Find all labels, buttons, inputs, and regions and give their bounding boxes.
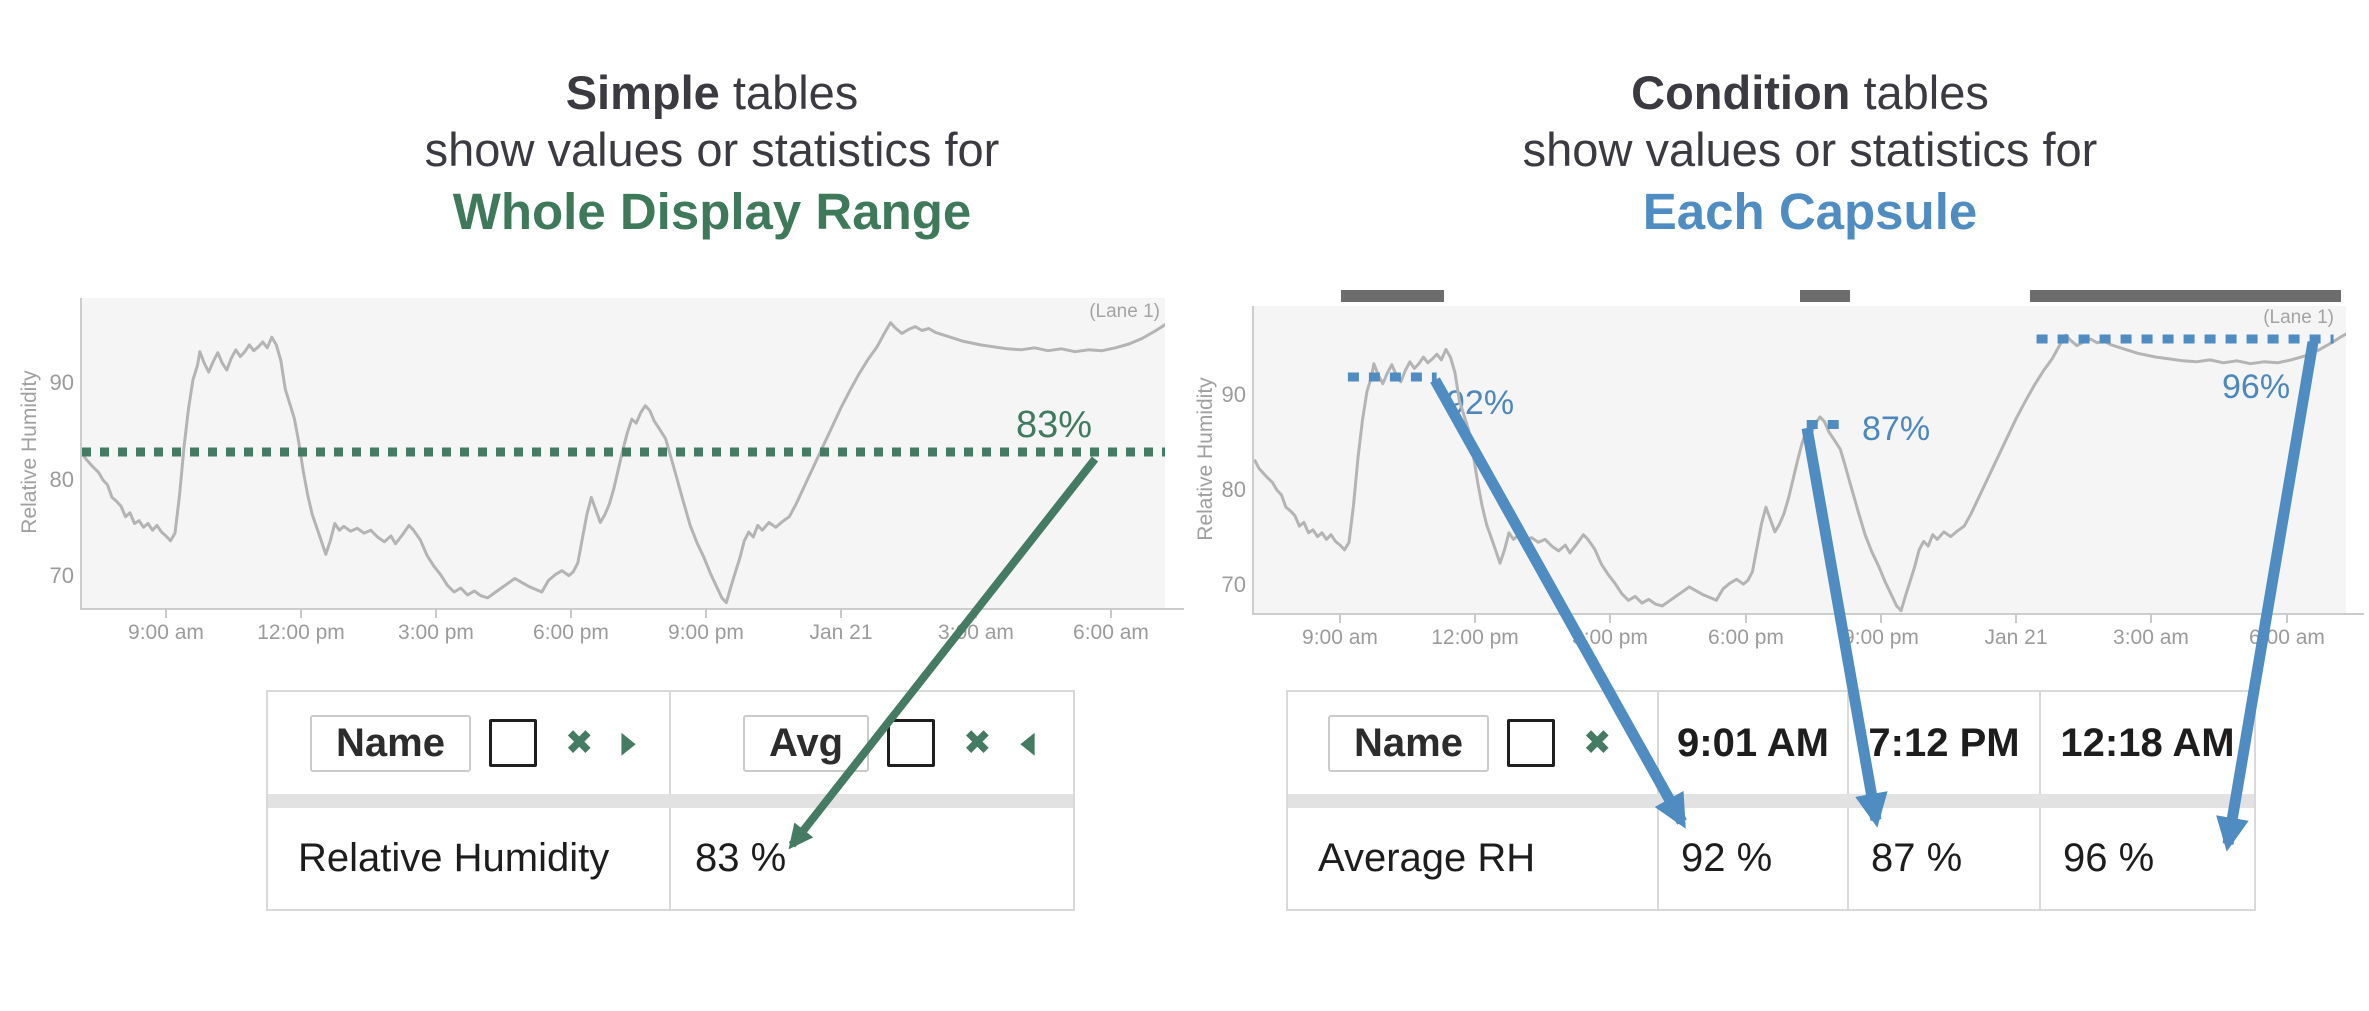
right-chart-y-tick-label: 80 (1221, 477, 1246, 502)
left-chart-x-tickmark (300, 608, 302, 618)
condition-table-name-header-cell: Name ✖ (1288, 692, 1657, 794)
condition-name-column-button[interactable]: Name (1328, 714, 1489, 772)
left-chart-y-tick-label: 80 (49, 467, 74, 492)
capsule-3-avg-value: 96 % (2039, 808, 2254, 909)
capsule-1-start-time: 9:01 AM (1677, 720, 1829, 765)
capsule-2-header-cell: 7:12 PM (1847, 692, 2039, 794)
simple-table-signal-name: Relative Humidity (298, 836, 610, 880)
left-chart-x-tick-label: 9:00 pm (668, 621, 744, 644)
each-capsule-label: Each Capsule (1642, 183, 1978, 240)
right-chart-lane-label: (Lane 1) (2263, 307, 2334, 328)
left-chart-x-tick-label: 6:00 pm (533, 621, 609, 644)
simple-table-avg-header-cell: Avg ✖ ◀ (669, 692, 1073, 794)
left-chart-x-tickmark (570, 608, 572, 618)
simple-tables-title-line2: show values or statistics for (424, 123, 1000, 176)
left-chart-x-tick-label: 12:00 pm (257, 621, 345, 644)
left-chart-lane-label: (Lane 1) (1089, 301, 1160, 322)
right-chart-plot-area (1254, 306, 2346, 613)
capsule-bar-2 (1799, 290, 1851, 302)
condition-name-column-checkbox[interactable] (1506, 719, 1555, 767)
left-chart-y-axis (80, 298, 82, 610)
condition-word: Condition (1631, 66, 1851, 119)
left-chart-y-tick-label: 90 (49, 370, 74, 395)
left-chart-x-tick-label: 9:00 am (128, 621, 204, 644)
capsule-3-avg-label: 96% (2222, 368, 2291, 406)
condition-table-data-row: Average RH 92 % 87 % 96 % (1288, 808, 2254, 909)
capsule-bar-3 (2029, 290, 2341, 302)
right-chart-x-tick-label: Jan 21 (1984, 626, 2048, 649)
right-chart-x-tickmark (2286, 613, 2288, 623)
right-chart-x-tickmark (1880, 613, 1882, 623)
left-chart-x-tick-label: 3:00 pm (398, 621, 474, 644)
condition-name-column-remove-icon[interactable]: ✖ (1582, 724, 1612, 762)
right-chart-x-tickmark (1745, 613, 1747, 623)
simple-table: Name ✖ ▶ Avg ✖ ◀ Relative Humidity 83 % (266, 690, 1075, 911)
left-chart-x-tickmark (1110, 608, 1112, 618)
left-chart-plot-area (82, 298, 1165, 608)
right-chart-x-tickmark (2150, 613, 2152, 623)
condition-table-signal-name: Average RH (1318, 836, 1536, 880)
condition-tables-title-line2: show values or statistics for (1522, 123, 2098, 176)
left-chart-x-tickmark (165, 608, 167, 618)
right-chart-x-tickmark (1609, 613, 1611, 623)
tables-word: tables (719, 66, 859, 119)
right-chart-x-tick-label: 3:00 am (2113, 626, 2189, 649)
left-chart-avg-line-label: 83% (1016, 404, 1093, 446)
capsule-1-header-cell: 9:01 AM (1657, 692, 1847, 794)
condition-tables-title-line1: Condition tables (1230, 64, 2369, 121)
simple-table-avg-value: 83 % (669, 808, 1073, 909)
left-chart-x-tickmark (975, 608, 977, 618)
condition-table-header-row: Name ✖ 9:01 AM 7:12 PM 12:18 AM (1288, 692, 2254, 794)
left-chart-x-tick-label: 6:00 am (1073, 621, 1149, 644)
tables-word-right: tables (1850, 66, 1989, 119)
right-chart-x-tick-label: 6:00 am (2249, 626, 2325, 649)
simple-table-header-divider (268, 794, 1073, 808)
simple-tables-title-line1: Simple tables (132, 64, 1292, 121)
right-chart-x-tick-label: 6:00 pm (1708, 626, 1784, 649)
capsule-2-avg-value: 87 % (1847, 808, 2039, 909)
capsule-2-avg-label: 87% (1862, 410, 1931, 448)
avg-column-checkbox[interactable] (887, 719, 936, 767)
capsule-3-header-cell: 12:18 AM (2039, 692, 2254, 794)
simple-table-name-header-cell: Name ✖ ▶ (268, 692, 669, 794)
name-column-move-right-icon[interactable]: ▶ (621, 726, 637, 759)
simple-tables-title: Simple tables show values or statistics … (132, 64, 1292, 242)
avg-column-move-left-icon[interactable]: ◀ (1019, 726, 1035, 759)
name-column-button[interactable]: Name (310, 714, 471, 772)
right-chart-y-tick-label: 90 (1221, 382, 1246, 407)
avg-column-button[interactable]: Avg (743, 714, 870, 772)
simple-table-data-row: Relative Humidity 83 % (268, 808, 1073, 909)
left-chart-x-tickmark (840, 608, 842, 618)
right-chart-x-axis (1252, 613, 2364, 615)
capsule-1-avg-value: 92 % (1657, 808, 1847, 909)
left-chart-x-tickmark (435, 608, 437, 618)
avg-column-remove-icon[interactable]: ✖ (963, 724, 992, 762)
capsule-3-start-time: 12:18 AM (2060, 720, 2235, 765)
left-chart-y-tick-label: 70 (49, 563, 74, 588)
whole-display-range-label: Whole Display Range (452, 183, 972, 240)
left-chart-x-tickmark (705, 608, 707, 618)
name-column-checkbox[interactable] (488, 719, 537, 767)
right-chart-y-tick-label: 70 (1221, 572, 1246, 597)
simple-table-header-row: Name ✖ ▶ Avg ✖ ◀ (268, 692, 1073, 794)
right-chart-x-tickmark (1474, 613, 1476, 623)
right-chart-x-tickmark (1339, 613, 1341, 623)
right-chart-y-axis (1252, 306, 1254, 615)
condition-tables-title: Condition tables show values or statisti… (1230, 64, 2369, 242)
right-chart-x-tickmark (2015, 613, 2017, 623)
capsule-bar-1 (1340, 290, 1444, 302)
name-column-remove-icon[interactable]: ✖ (564, 724, 594, 762)
right-chart-x-tick-label: 9:00 am (1302, 626, 1378, 649)
capsule-1-avg-label: 92% (1446, 384, 1515, 422)
condition-table: Name ✖ 9:01 AM 7:12 PM 12:18 AM Average … (1286, 690, 2256, 911)
condition-table-header-divider (1288, 794, 2254, 808)
capsule-2-start-time: 7:12 PM (1868, 720, 2020, 765)
simple-word: Simple (565, 66, 720, 119)
left-chart-x-axis (80, 608, 1184, 610)
